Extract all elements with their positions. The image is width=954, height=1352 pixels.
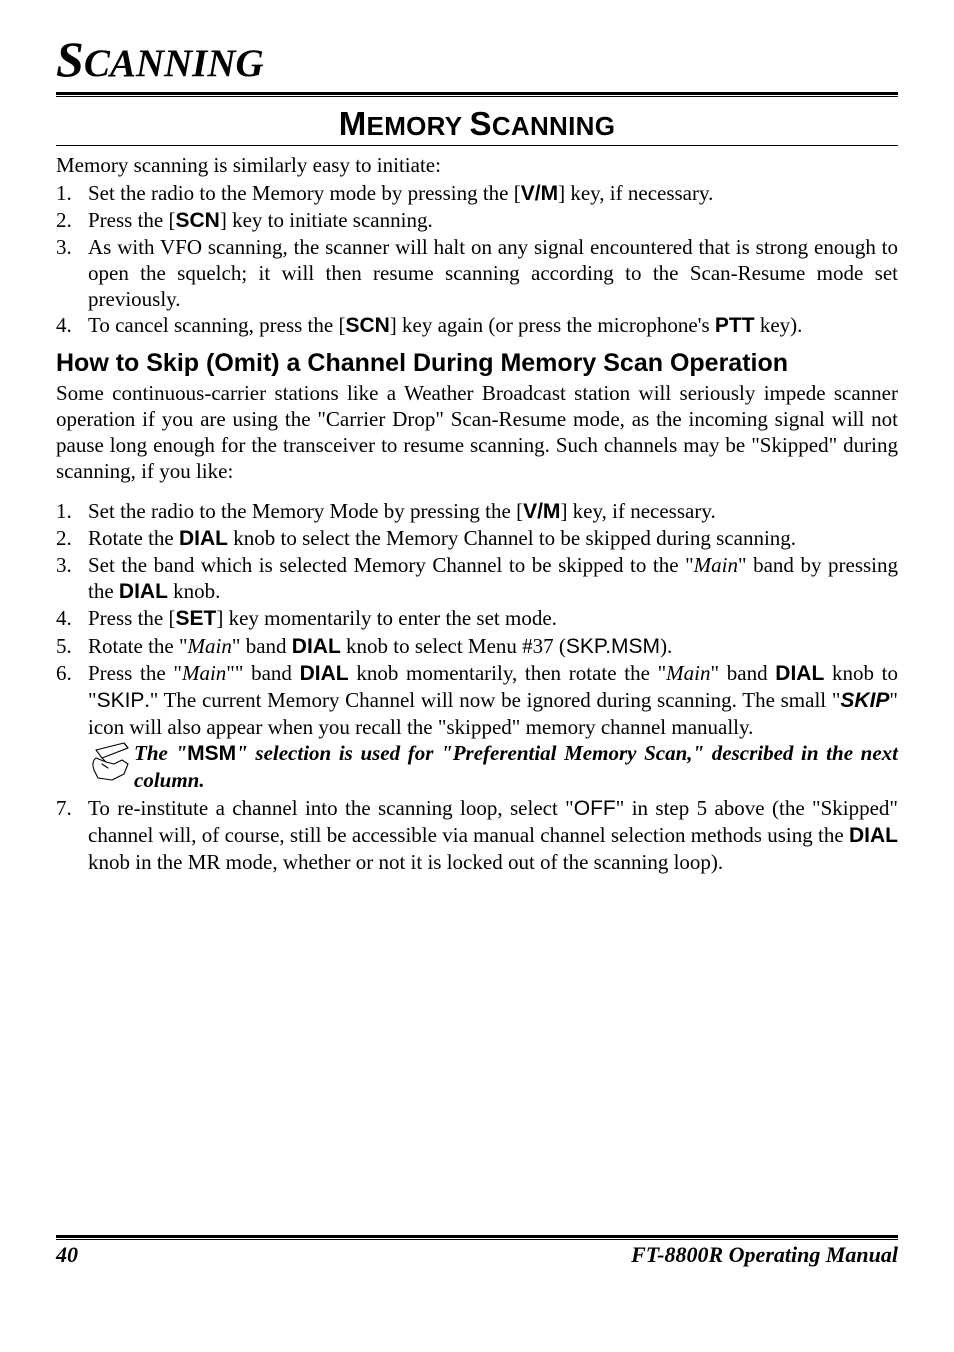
list-item: 1. Set the radio to the Memory mode by p… xyxy=(56,180,898,207)
list-item: 7. To re-institute a channel into the sc… xyxy=(56,795,898,875)
item-num: 2. xyxy=(56,207,88,234)
list-item: 3. Set the band which is selected Memory… xyxy=(56,552,898,605)
list-2b: 7. To re-institute a channel into the sc… xyxy=(56,795,898,875)
item-num: 3. xyxy=(56,552,88,605)
section-heading: MEMORY SCANNING xyxy=(56,105,898,143)
list-item: 3. As with VFO scanning, the scanner wil… xyxy=(56,234,898,312)
note-row: The "MSM" selection is used for "Prefere… xyxy=(88,740,898,793)
footer-row: 40 FT-8800R Operating Manual xyxy=(56,1242,898,1268)
title-rule-heavy xyxy=(56,92,898,95)
item-text: To cancel scanning, press the [SCN] key … xyxy=(88,312,898,339)
item-num: 5. xyxy=(56,633,88,660)
footer: 40 FT-8800R Operating Manual xyxy=(56,1235,898,1268)
item-num: 1. xyxy=(56,498,88,525)
page-number: 40 xyxy=(56,1242,78,1268)
item-num: 3. xyxy=(56,234,88,312)
page: SCANNING MEMORY SCANNING Memory scanning… xyxy=(0,0,954,1298)
list-item: 2. Press the [SCN] key to initiate scann… xyxy=(56,207,898,234)
list-item: 1. Set the radio to the Memory Mode by p… xyxy=(56,498,898,525)
item-text: Press the "Main"" band DIAL knob momenta… xyxy=(88,660,898,740)
item-num: 2. xyxy=(56,525,88,552)
note-text: The "MSM" selection is used for "Prefere… xyxy=(134,740,898,793)
item-text: Set the radio to the Memory mode by pres… xyxy=(88,180,898,207)
item-text: Press the [SCN] key to initiate scanning… xyxy=(88,207,898,234)
sec-w2: CANNING xyxy=(492,111,615,141)
sec-cap1: M xyxy=(339,105,367,142)
item-num: 4. xyxy=(56,605,88,632)
sec-w1: EMORY xyxy=(367,111,462,141)
item-num: 1. xyxy=(56,180,88,207)
sec-cap2: S xyxy=(470,105,492,142)
subsection-heading: How to Skip (Omit) a Channel During Memo… xyxy=(56,349,898,378)
item-text: To re-institute a channel into the scann… xyxy=(88,795,898,875)
list-item: 4. Press the [SET] key momentarily to en… xyxy=(56,605,898,632)
chapter-title: SCANNING xyxy=(56,30,898,88)
chapter-rest: CANNING xyxy=(84,42,264,85)
list-1: 1. Set the radio to the Memory mode by p… xyxy=(56,180,898,339)
item-text: Set the radio to the Memory Mode by pres… xyxy=(88,498,898,525)
item-num: 7. xyxy=(56,795,88,875)
hand-pen-icon xyxy=(88,740,134,782)
list-item: 5. Rotate the "Main" band DIAL knob to s… xyxy=(56,633,898,660)
list-item: 4. To cancel scanning, press the [SCN] k… xyxy=(56,312,898,339)
sub-intro-para: Some continuous-carrier stations like a … xyxy=(56,380,898,484)
item-text: As with VFO scanning, the scanner will h… xyxy=(88,234,898,312)
list-item: 6. Press the "Main"" band DIAL knob mome… xyxy=(56,660,898,740)
item-text: Press the [SET] key momentarily to enter… xyxy=(88,605,898,632)
note-icon xyxy=(88,740,134,782)
item-text: Set the band which is selected Memory Ch… xyxy=(88,552,898,605)
item-text: Rotate the "Main" band DIAL knob to sele… xyxy=(88,633,898,660)
footer-rule-heavy xyxy=(56,1235,898,1238)
item-text: Rotate the DIAL knob to select the Memor… xyxy=(88,525,898,552)
manual-title: FT-8800R Operating Manual xyxy=(631,1242,898,1268)
footer-rule-light xyxy=(56,1239,898,1240)
item-num: 6. xyxy=(56,660,88,740)
title-rule-light xyxy=(56,96,898,97)
section-rule xyxy=(56,145,898,146)
list-2: 1. Set the radio to the Memory Mode by p… xyxy=(56,498,898,739)
list-item: 2. Rotate the DIAL knob to select the Me… xyxy=(56,525,898,552)
chapter-cap: S xyxy=(56,31,84,87)
intro-para: Memory scanning is similarly easy to ini… xyxy=(56,152,898,178)
item-num: 4. xyxy=(56,312,88,339)
